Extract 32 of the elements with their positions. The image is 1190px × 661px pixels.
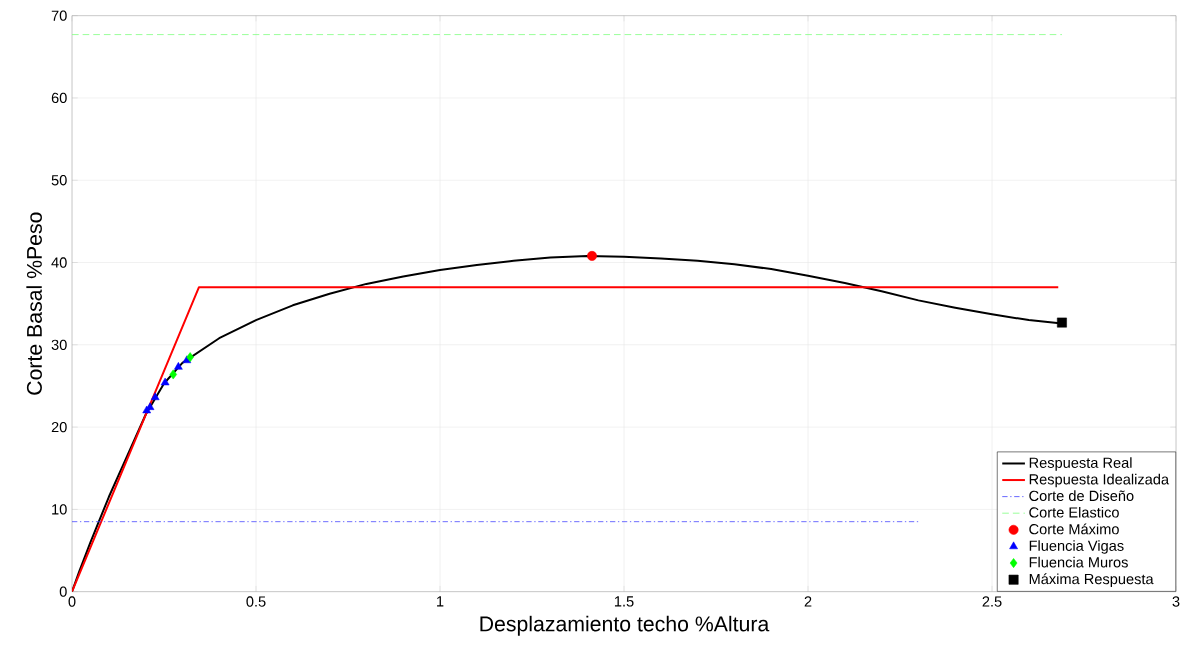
y-tick-label: 0 bbox=[59, 586, 67, 597]
point bbox=[160, 377, 170, 386]
y-tick-label: 10 bbox=[52, 504, 67, 515]
x-tick-label: 2.5 bbox=[982, 596, 1002, 607]
x-tick-label: 0.5 bbox=[246, 596, 266, 607]
x-tick-label: 1.5 bbox=[614, 596, 634, 607]
y-tick-label: 40 bbox=[51, 257, 67, 268]
legend-label: Fluencia Vigas bbox=[1029, 540, 1124, 554]
y-tick-label: 60 bbox=[51, 92, 67, 104]
y-tick-label: 50 bbox=[51, 175, 67, 186]
y-tick-label: 30 bbox=[51, 339, 67, 350]
y-tick-label: 70 bbox=[51, 10, 67, 21]
legend-label: Corte Elastico bbox=[1029, 506, 1119, 518]
point bbox=[174, 362, 183, 370]
point bbox=[587, 251, 597, 261]
legend-label: Fluencia Muros bbox=[1029, 556, 1128, 568]
point bbox=[186, 352, 194, 363]
y-tick-label: 20 bbox=[51, 421, 67, 433]
legend-label: Máxima Respuesta bbox=[1029, 573, 1154, 588]
legend-label: Respuesta Real bbox=[1029, 457, 1132, 471]
x-tick-label: 2 bbox=[804, 596, 812, 607]
point bbox=[1057, 317, 1067, 328]
x-tick-label: 1 bbox=[437, 596, 444, 607]
point bbox=[150, 392, 160, 401]
x-tick-label: 3 bbox=[1172, 596, 1180, 607]
legend-label: Respuesta Idealizada bbox=[1029, 473, 1170, 488]
point bbox=[169, 369, 177, 380]
legend-label: Corte de Diseño bbox=[1029, 490, 1134, 502]
legend-label: Corte Máximo bbox=[1029, 523, 1119, 535]
x-axis-title: Desplazamiento techo %Altura bbox=[480, 615, 770, 636]
x-tick-label: 0 bbox=[68, 596, 76, 607]
y-axis-title: Corte Basal %Peso bbox=[26, 212, 42, 395]
